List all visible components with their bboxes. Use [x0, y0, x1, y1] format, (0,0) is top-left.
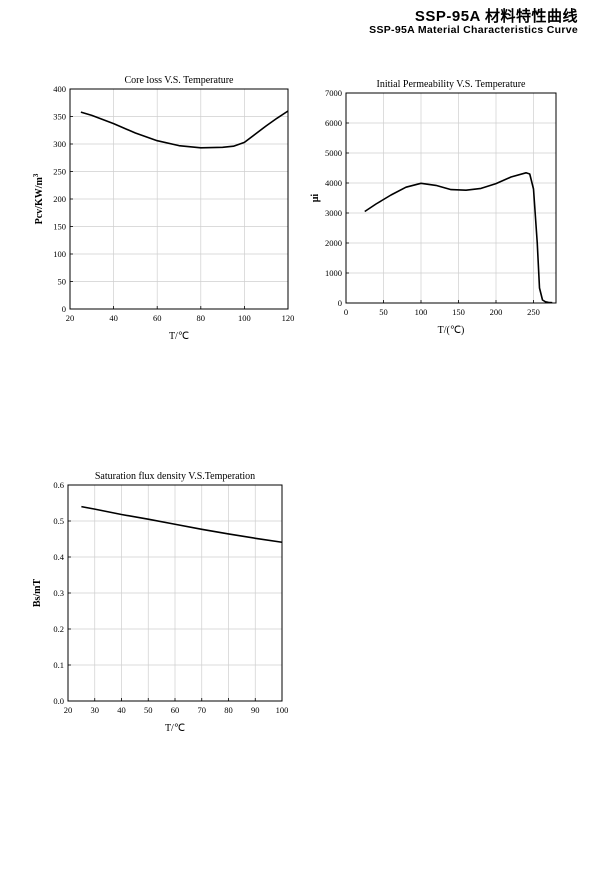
x-tick-label: 50	[144, 705, 153, 715]
x-tick-label: 70	[198, 705, 207, 715]
grid	[70, 89, 288, 309]
x-tick-label: 100	[415, 307, 428, 317]
page-subtitle: SSP-95A Material Characteristics Curve	[369, 24, 578, 36]
series-line	[80, 110, 289, 149]
y-tick-label: 2000	[325, 238, 342, 248]
x-tick-label: 90	[251, 705, 260, 715]
chart-title: Core loss V.S. Temperature	[124, 75, 234, 86]
y-tick-label: 7000	[325, 88, 342, 98]
x-axis-label: T/℃	[165, 723, 185, 734]
plot-frame	[345, 92, 557, 304]
y-axis-label: Pcv/KW/m3	[32, 173, 45, 224]
y-tick-label: 0.0	[53, 696, 64, 706]
grid	[346, 93, 556, 303]
y-tick-label: 100	[53, 249, 66, 259]
page-title: SSP-95A 材料特性曲线	[414, 8, 578, 25]
y-tick-label: 0	[62, 304, 66, 314]
chart-title: Saturation flux density V.S.Temperation	[95, 471, 255, 482]
y-tick-label: 3000	[325, 208, 342, 218]
x-tick-label: 60	[171, 705, 180, 715]
y-tick-label: 200	[53, 194, 66, 204]
y-tick-label: 0.2	[53, 624, 64, 634]
y-tick-label: 300	[53, 139, 66, 149]
x-tick-label: 40	[109, 313, 118, 323]
grid	[68, 485, 282, 701]
y-axis-label: μi	[310, 194, 321, 203]
y-tick-label: 0	[338, 298, 342, 308]
y-tick-label: 0.5	[53, 516, 64, 526]
y-tick-label: 50	[58, 277, 67, 287]
x-tick-label: 30	[91, 705, 100, 715]
y-tick-label: 0.4	[53, 552, 64, 562]
y-axis-label-superscript: 3	[32, 173, 40, 177]
x-tick-label: 60	[153, 313, 162, 323]
x-tick-label: 50	[379, 307, 388, 317]
y-tick-label: 150	[53, 222, 66, 232]
x-axis-label: T/℃	[169, 331, 189, 342]
x-tick-label: 100	[238, 313, 251, 323]
series-line	[81, 505, 283, 544]
y-tick-label: 5000	[325, 148, 342, 158]
x-tick-label: 20	[64, 705, 73, 715]
y-tick-label: 1000	[325, 268, 342, 278]
x-tick-label: 80	[197, 313, 206, 323]
x-tick-label: 80	[224, 705, 233, 715]
x-tick-label: 200	[490, 307, 503, 317]
series-line	[364, 172, 553, 304]
y-tick-label: 250	[53, 167, 66, 177]
y-tick-label: 0.1	[53, 660, 64, 670]
y-axis-label: Bs/mT	[32, 579, 43, 608]
x-tick-label: 20	[66, 313, 75, 323]
chart-title: Initial Permeability V.S. Temperature	[377, 79, 527, 90]
x-axis-label: T/(℃)	[438, 325, 465, 336]
y-tick-label: 6000	[325, 118, 342, 128]
x-tick-label: 150	[452, 307, 465, 317]
y-tick-label: 350	[53, 112, 66, 122]
x-tick-label: 40	[117, 705, 126, 715]
x-tick-label: 0	[344, 307, 348, 317]
y-tick-label: 4000	[325, 178, 342, 188]
y-tick-label: 0.3	[53, 588, 64, 598]
x-tick-label: 250	[527, 307, 540, 317]
y-tick-label: 0.6	[53, 480, 64, 490]
x-tick-label: 120	[282, 313, 295, 323]
y-tick-label: 400	[53, 84, 66, 94]
x-tick-label: 100	[276, 705, 289, 715]
